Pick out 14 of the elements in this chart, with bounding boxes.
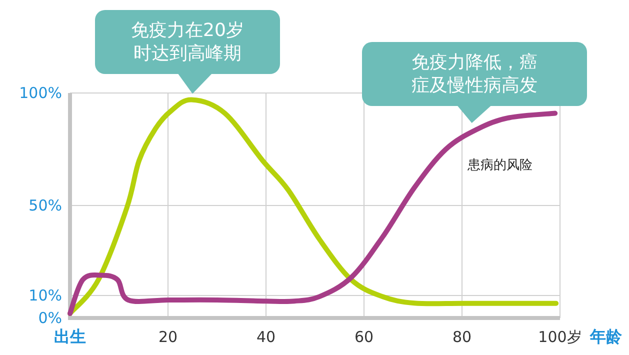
x-tick-label: 80 <box>452 328 472 346</box>
x-tick-label: 出生 <box>54 327 86 346</box>
y-tick-label: 50% <box>28 196 62 214</box>
y-tick-label: 100% <box>19 84 62 102</box>
annotation: 免疫力降低，癌症及慢性病高发 <box>412 52 538 96</box>
series-label: 患病的风险 <box>466 158 533 173</box>
annotation: 免疫力在20岁时达到高峰期 <box>131 20 244 64</box>
x-tick-label: 20 <box>158 328 178 346</box>
y-tick-label: 0% <box>38 309 62 327</box>
x-tick-label: 100岁 <box>538 328 582 346</box>
x-axis-title: 年龄 <box>589 327 623 346</box>
x-tick-label: 40 <box>256 328 276 346</box>
y-tick-label: 10% <box>28 286 62 304</box>
x-tick-label: 60 <box>354 328 374 346</box>
